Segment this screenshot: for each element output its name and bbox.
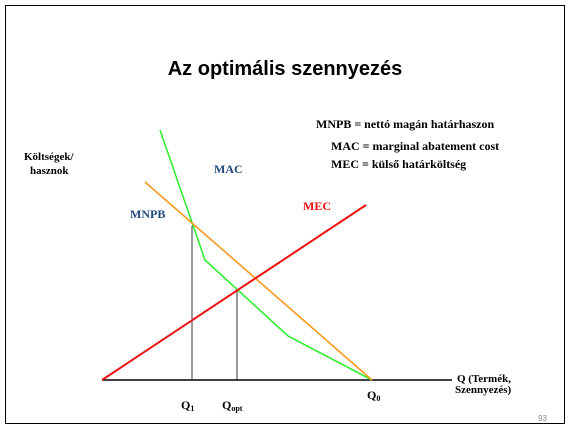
y-axis-label: Költségek/ [24,151,74,163]
legend-line: MNPB = nettó magán határhaszon [316,117,494,131]
mec-curve [101,204,367,381]
q-label: Qopt [222,398,243,413]
mac-curve [159,129,373,381]
q-main: Q [181,398,190,412]
q-sub: 1 [190,404,194,413]
q-sub: 0 [376,394,380,403]
title: Az optimális szennyezés [168,58,403,80]
x-axis-label: Q (Termék, [457,373,511,385]
mec-label: MEC [303,199,331,213]
q-sub: opt [231,404,242,413]
mnpb-label: MNPB [130,207,165,221]
legend-line: MEC = külső határköltség [331,157,466,171]
x-axis-label: Szennyezés) [455,384,512,396]
q-label: Q0 [367,388,380,403]
y-axis-label: hasznok [30,165,69,177]
legend-line: MAC = marginal abatement cost [331,139,499,153]
q-main: Q [367,388,376,402]
slide-border [5,5,565,424]
q-main: Q [222,398,231,412]
mac-label: MAC [214,162,243,176]
mnpb-curve [144,181,373,381]
page-number: 93 [538,414,547,423]
q-label: Q1 [181,398,194,413]
